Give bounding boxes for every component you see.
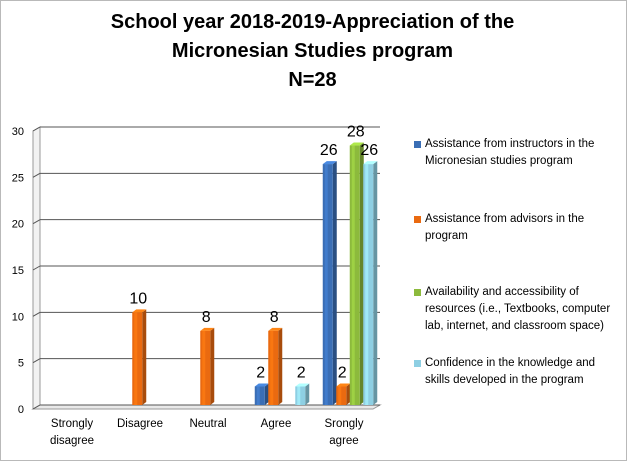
y-tick-label: 20 — [12, 219, 24, 231]
y-tick-label: 0 — [18, 404, 24, 416]
bar-highlight — [134, 312, 138, 405]
bar-top — [336, 383, 351, 387]
bar-side — [264, 383, 269, 405]
bar-highlight — [365, 164, 369, 405]
x-tick-label: Agree — [261, 418, 292, 430]
bar-side — [210, 327, 215, 405]
legend-label: Assistance from advisors in the program — [425, 213, 585, 242]
bar-side — [332, 161, 337, 405]
data-label: 8 — [202, 309, 211, 326]
chart-title: School year 2018-2019-Appreciation of th… — [0, 8, 625, 95]
data-label: 28 — [347, 124, 365, 141]
gridline-depth — [32, 219, 41, 225]
bar-highlight — [351, 145, 355, 406]
bar-top — [322, 161, 337, 165]
legend-swatch — [414, 216, 421, 223]
bar-highlight — [338, 386, 342, 405]
bar-highlight — [297, 386, 301, 405]
bar-side — [359, 142, 364, 406]
bar-top — [268, 327, 283, 331]
legend-label: Confidence in the knowledge and skills d… — [425, 357, 596, 386]
chart-title-line-1: School year 2018-2019-Appreciation of th… — [110, 11, 515, 33]
bar-side — [142, 309, 147, 405]
data-label: 10 — [129, 290, 147, 307]
bar-top — [363, 161, 378, 165]
y-tick-label: 5 — [18, 358, 24, 370]
gridline-depth — [32, 404, 41, 410]
data-label: 2 — [256, 364, 265, 381]
data-label: 8 — [270, 309, 279, 326]
data-label: 26 — [320, 142, 338, 159]
y-tick-label: 25 — [12, 172, 24, 184]
bar-side — [278, 327, 283, 405]
legend-label: Availability and accessibility of resour… — [425, 286, 611, 332]
bar-top — [295, 383, 310, 387]
legend-swatch — [414, 289, 421, 296]
bar-highlight — [324, 164, 328, 405]
gridline-depth — [32, 311, 41, 317]
x-tick-label: Strongly disagree — [50, 418, 94, 447]
data-label: 2 — [338, 364, 347, 381]
gridline-depth — [32, 265, 41, 271]
y-tick-label: 15 — [12, 265, 24, 277]
y-tick-label: 30 — [12, 126, 24, 138]
gridline-depth — [32, 126, 41, 132]
bar-top — [132, 309, 147, 313]
gridline-depth — [32, 358, 41, 364]
data-label: 2 — [297, 364, 306, 381]
bar-top — [349, 142, 364, 146]
bar-highlight — [270, 330, 274, 405]
bar-highlight — [202, 330, 206, 405]
data-label: 26 — [360, 142, 378, 159]
x-tick-label: Neutral — [189, 418, 226, 430]
y-tick-label: 10 — [12, 311, 24, 323]
bar-side — [373, 161, 378, 405]
chart-title-line-2: Micronesian Studies program — [171, 40, 454, 62]
legend-swatch — [414, 141, 421, 148]
bar-top — [254, 383, 269, 387]
x-tick-label: Disagree — [117, 418, 163, 430]
chart-title-line-3: N=28 — [288, 69, 337, 91]
x-tick-label: Srongly agree — [325, 418, 364, 447]
bar-side — [305, 383, 310, 405]
chart-floor — [31, 404, 382, 410]
bar-top — [200, 327, 215, 331]
legend-label: Assistance from instructors in the Micro… — [425, 138, 595, 167]
gridline-depth — [32, 172, 41, 178]
legend-swatch — [414, 360, 421, 367]
bar-side — [346, 383, 351, 405]
bar-highlight — [256, 386, 260, 405]
